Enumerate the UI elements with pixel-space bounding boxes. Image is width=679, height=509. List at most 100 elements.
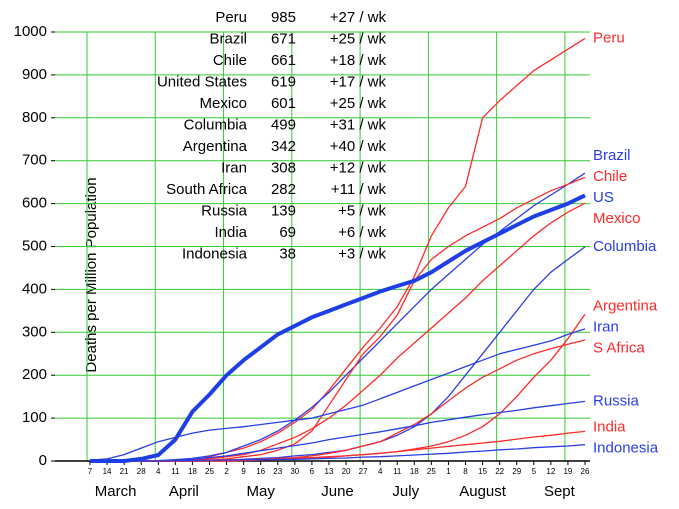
stat-weekly: +40 / wk — [330, 138, 387, 155]
stat-deaths: 601 — [271, 95, 296, 112]
y-tick-label: 1000 — [14, 23, 47, 40]
y-tick-label: 400 — [22, 280, 47, 297]
x-tick-label: 8 — [463, 467, 468, 476]
stat-weekly: +25 / wk — [330, 30, 387, 47]
stat-country: Columbia — [184, 116, 248, 133]
stat-country: Indonesia — [182, 245, 248, 262]
stat-deaths: 282 — [271, 181, 296, 198]
month-label: July — [392, 483, 419, 500]
x-tick-label: 18 — [410, 467, 419, 476]
month-label: Sept — [544, 483, 576, 500]
y-tick-label: 700 — [22, 152, 47, 169]
x-tick-label: 22 — [495, 467, 504, 476]
stat-deaths: 69 — [279, 224, 296, 241]
x-tick-label: 12 — [546, 467, 555, 476]
series-label: Argentina — [593, 298, 658, 315]
x-tick-label: 4 — [156, 467, 161, 476]
stat-weekly: +3 / wk — [338, 245, 386, 262]
series-label: Russia — [593, 392, 640, 409]
x-tick-label: 6 — [310, 467, 315, 476]
y-tick-label: 800 — [22, 109, 47, 126]
series-label: Brazil — [593, 147, 631, 164]
month-label: May — [247, 483, 276, 500]
x-tick-label: 18 — [188, 467, 197, 476]
x-tick-label: 5 — [532, 467, 537, 476]
x-tick-label: 16 — [256, 467, 265, 476]
y-axis-label: Deaths per Million Population — [83, 177, 100, 372]
series-label: Iran — [593, 319, 619, 336]
x-tick-label: 7 — [88, 467, 93, 476]
stat-country: South Africa — [166, 181, 248, 198]
stat-weekly: +17 / wk — [330, 73, 387, 90]
stat-country: United States — [157, 73, 247, 90]
y-tick-label: 600 — [22, 195, 47, 212]
stat-country: Russia — [201, 202, 248, 219]
x-tick-label: 21 — [120, 467, 129, 476]
series-label: Indonesia — [593, 440, 659, 457]
grid — [55, 31, 590, 462]
stat-deaths: 342 — [271, 138, 296, 155]
x-tick-label: 2 — [224, 467, 229, 476]
month-label: April — [169, 483, 199, 500]
x-tick-label: 28 — [137, 467, 146, 476]
series-line — [89, 328, 586, 461]
stat-deaths: 985 — [271, 9, 296, 26]
stat-deaths: 499 — [271, 116, 296, 133]
y-tick-label: 0 — [39, 452, 47, 469]
series-line — [90, 444, 586, 462]
stat-country: Brazil — [209, 30, 247, 47]
x-tick-label: 23 — [273, 467, 282, 476]
month-label: March — [95, 483, 137, 500]
series-label: Mexico — [593, 210, 641, 227]
x-tick-label: 29 — [512, 467, 521, 476]
y-tick-label: 300 — [22, 323, 47, 340]
x-tick-label: 26 — [581, 467, 590, 476]
x-tick-label: 4 — [378, 467, 383, 476]
x-tick-label: 13 — [325, 467, 334, 476]
stat-weekly: +5 / wk — [338, 202, 386, 219]
stat-country: Argentina — [183, 138, 248, 155]
x-tick-label: 19 — [563, 467, 572, 476]
stat-weekly: +27 / wk — [330, 9, 387, 26]
x-tick-label: 1 — [446, 467, 451, 476]
stat-weekly: +18 / wk — [330, 52, 387, 69]
stat-weekly: +25 / wk — [330, 95, 387, 112]
x-tick-label: 15 — [478, 467, 487, 476]
stat-deaths: 619 — [271, 73, 296, 90]
month-label: June — [321, 483, 354, 500]
x-tick-label: 25 — [205, 467, 214, 476]
stat-deaths: 139 — [271, 202, 296, 219]
x-tick-label: 20 — [342, 467, 351, 476]
stat-weekly: +12 / wk — [330, 159, 387, 176]
stat-deaths: 661 — [271, 52, 296, 69]
series-label: India — [593, 419, 626, 436]
stat-country: Mexico — [199, 95, 247, 112]
stat-country: Peru — [215, 9, 247, 26]
series-label: S Africa — [593, 340, 645, 357]
stat-weekly: +11 / wk — [331, 181, 387, 198]
x-tick-label: 30 — [290, 467, 299, 476]
x-tick-label: 11 — [393, 467, 402, 476]
y-tick-label: 900 — [22, 66, 47, 83]
y-tick-label: 200 — [22, 366, 47, 383]
x-tick-label: 25 — [427, 467, 436, 476]
series-line — [90, 193, 586, 463]
y-tick-label: 500 — [22, 237, 47, 254]
series-label: US — [593, 189, 614, 206]
stat-deaths: 38 — [279, 245, 296, 262]
x-tick-label: 27 — [359, 467, 368, 476]
month-label: August — [459, 483, 507, 500]
series-label: Chile — [593, 168, 627, 185]
stat-deaths: 671 — [271, 30, 296, 47]
stat-weekly: +6 / wk — [338, 224, 386, 241]
x-tick-label: 9 — [241, 467, 246, 476]
y-tick-label: 100 — [22, 409, 47, 426]
x-tick-label: 11 — [171, 467, 180, 476]
stat-weekly: +31 / wk — [330, 116, 387, 133]
series-label: Peru — [593, 29, 625, 46]
stat-country: Chile — [213, 52, 247, 69]
series-label: Columbia — [593, 238, 657, 255]
stat-deaths: 308 — [271, 159, 296, 176]
